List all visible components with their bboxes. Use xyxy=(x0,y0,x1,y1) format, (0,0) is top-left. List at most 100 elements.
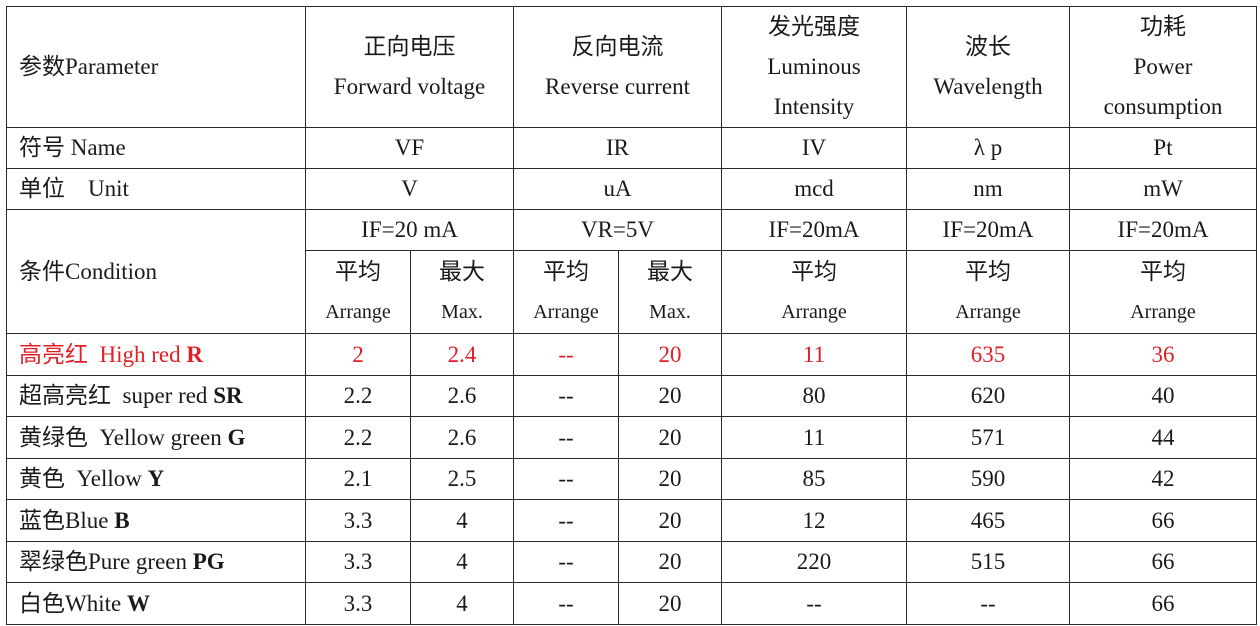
cell-vf-max: 2.4 xyxy=(410,333,514,376)
sub-ir-max: 最大 Max. xyxy=(618,250,722,334)
cell-vf-max: 4 xyxy=(410,540,514,583)
cell-wl: 571 xyxy=(906,416,1070,459)
name-pt: Pt xyxy=(1069,127,1257,169)
cell-wl: 465 xyxy=(906,499,1070,542)
cell-pt: 66 xyxy=(1069,499,1257,542)
header-row: 参数Parameter 正向电压 Forward voltage 反向电流 Re… xyxy=(6,6,1257,128)
cell-iv: 12 xyxy=(721,499,907,542)
cell-ir-max: 20 xyxy=(618,374,722,417)
condition-iv: IF=20mA xyxy=(721,209,907,251)
cell-pt: 36 xyxy=(1069,333,1257,376)
condition-vf: IF=20 mA xyxy=(305,209,514,251)
sub-wl-avg: 平均 Arrange xyxy=(906,250,1070,334)
cell-vf-avg: 2 xyxy=(305,333,411,376)
row-label: 蓝色Blue B xyxy=(6,499,306,542)
unit-wl: nm xyxy=(906,168,1070,210)
unit-label: 单位 Unit xyxy=(6,168,306,210)
cell-iv: 85 xyxy=(721,457,907,500)
cell-pt: 42 xyxy=(1069,457,1257,500)
row-label: 白色White W xyxy=(6,582,306,625)
row-label: 翠绿色Pure green PG xyxy=(6,540,306,583)
cell-vf-avg: 3.3 xyxy=(305,540,411,583)
name-label: 符号 Name xyxy=(6,127,306,169)
name-wl: λ p xyxy=(906,127,1070,169)
row-label: 黄绿色 Yellow green G xyxy=(6,416,306,459)
condition-ir: VR=5V xyxy=(513,209,722,251)
cell-vf-max: 2.6 xyxy=(410,416,514,459)
sub-pt-avg: 平均 Arrange xyxy=(1069,250,1257,334)
condition-pt: IF=20mA xyxy=(1069,209,1257,251)
table-row-blue: 蓝色Blue B 3.3 4 -- 20 12 465 66 xyxy=(6,499,1257,542)
cell-vf-avg: 2.2 xyxy=(305,416,411,459)
header-parameter: 参数Parameter xyxy=(6,6,306,128)
name-ir: IR xyxy=(513,127,722,169)
header-wavelength: 波长 Wavelength xyxy=(906,6,1070,128)
cell-ir-avg: -- xyxy=(513,499,619,542)
spec-table-wrapper: 参数Parameter 正向电压 Forward voltage 反向电流 Re… xyxy=(6,6,1257,625)
sub-ir-avg: 平均 Arrange xyxy=(513,250,619,334)
header-luminous-intensity: 发光强度 Luminous Intensity xyxy=(721,6,907,128)
cell-ir-avg: -- xyxy=(513,457,619,500)
row-label: 高亮红 High red R xyxy=(6,333,306,376)
cell-ir-max: 20 xyxy=(618,540,722,583)
unit-vf: V xyxy=(305,168,514,210)
name-iv: IV xyxy=(721,127,907,169)
cell-ir-max: 20 xyxy=(618,499,722,542)
led-spec-table: 参数Parameter 正向电压 Forward voltage 反向电流 Re… xyxy=(6,6,1257,625)
cell-iv: 11 xyxy=(721,333,907,376)
table-row-yellow-green: 黄绿色 Yellow green G 2.2 2.6 -- 20 11 571 … xyxy=(6,416,1257,459)
unit-pt: mW xyxy=(1069,168,1257,210)
cell-pt: 66 xyxy=(1069,540,1257,583)
header-forward-voltage: 正向电压 Forward voltage xyxy=(305,6,514,128)
subheader-row: 平均 Arrange 最大 Max. 平均 Arrange 最大 Max. 平均 Arra… xyxy=(7,250,1257,334)
cell-wl: -- xyxy=(906,582,1070,625)
cell-iv: 220 xyxy=(721,540,907,583)
cell-ir-avg: -- xyxy=(513,540,619,583)
cell-ir-avg: -- xyxy=(513,374,619,417)
condition-label: 条件Condition xyxy=(6,209,306,334)
cell-vf-avg: 3.3 xyxy=(305,582,411,625)
cell-iv: -- xyxy=(721,582,907,625)
cell-pt: 40 xyxy=(1069,374,1257,417)
cell-ir-max: 20 xyxy=(618,457,722,500)
cell-vf-avg: 3.3 xyxy=(305,499,411,542)
table-row-high-red: 高亮红 High red R 2 2.4 -- 20 11 635 36 xyxy=(6,333,1257,376)
cell-pt: 44 xyxy=(1069,416,1257,459)
cell-ir-avg: -- xyxy=(513,582,619,625)
cell-vf-max: 2.5 xyxy=(410,457,514,500)
unit-iv: mcd xyxy=(721,168,907,210)
name-vf: VF xyxy=(305,127,514,169)
table-row-super-red: 超高亮红 super red SR 2.2 2.6 -- 20 80 620 4… xyxy=(6,374,1257,417)
condition-wl: IF=20mA xyxy=(906,209,1070,251)
cell-ir-avg: -- xyxy=(513,416,619,459)
cell-wl: 635 xyxy=(906,333,1070,376)
cell-iv: 80 xyxy=(721,374,907,417)
cell-wl: 515 xyxy=(906,540,1070,583)
row-label: 超高亮红 super red SR xyxy=(6,374,306,417)
table-row-yellow: 黄色 Yellow Y 2.1 2.5 -- 20 85 590 42 xyxy=(6,457,1257,500)
row-label: 黄色 Yellow Y xyxy=(6,457,306,500)
table-row-white: 白色White W 3.3 4 -- 20 -- -- 66 xyxy=(6,582,1257,625)
condition-row: 条件Condition IF=20 mA VR=5V IF=20mA IF=20… xyxy=(6,209,1257,334)
cell-vf-avg: 2.1 xyxy=(305,457,411,500)
sub-vf-max: 最大 Max. xyxy=(410,250,514,334)
cell-pt: 66 xyxy=(1069,582,1257,625)
unit-row: 单位 Unit V uA mcd nm mW xyxy=(6,168,1257,210)
cell-vf-max: 2.6 xyxy=(410,374,514,417)
name-row: 符号 Name VF IR IV λ p Pt xyxy=(6,127,1257,169)
cell-vf-max: 4 xyxy=(410,582,514,625)
cell-ir-avg: -- xyxy=(513,333,619,376)
cell-ir-max: 20 xyxy=(618,416,722,459)
sub-vf-avg: 平均 Arrange xyxy=(305,250,411,334)
cell-vf-avg: 2.2 xyxy=(305,374,411,417)
cell-wl: 620 xyxy=(906,374,1070,417)
sub-iv-avg: 平均 Arrange xyxy=(721,250,907,334)
table-row-pure-green: 翠绿色Pure green PG 3.3 4 -- 20 220 515 66 xyxy=(6,540,1257,583)
cell-ir-max: 20 xyxy=(618,582,722,625)
cell-iv: 11 xyxy=(721,416,907,459)
header-reverse-current: 反向电流 Reverse current xyxy=(513,6,722,128)
cell-wl: 590 xyxy=(906,457,1070,500)
cell-vf-max: 4 xyxy=(410,499,514,542)
unit-ir: uA xyxy=(513,168,722,210)
header-power: 功耗 Power consumption xyxy=(1069,6,1257,128)
